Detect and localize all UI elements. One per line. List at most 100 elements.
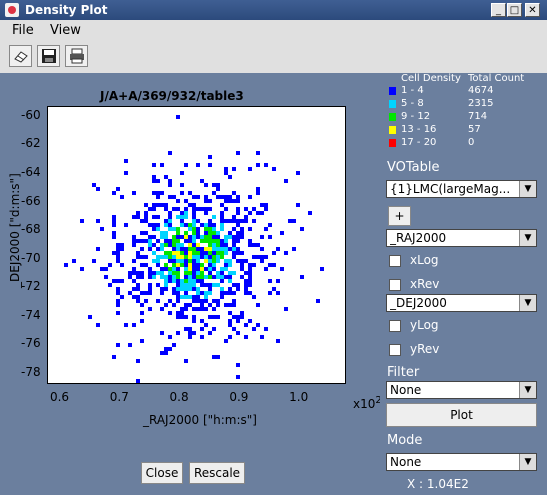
close-window-button[interactable]: ✕: [525, 3, 540, 17]
density-cell: [316, 299, 320, 303]
density-cell: [160, 191, 164, 195]
density-cell: [196, 279, 200, 283]
density-cell: [132, 259, 136, 263]
xlog-checkbox[interactable]: [389, 255, 401, 267]
density-cell: [212, 231, 216, 235]
save-button[interactable]: [37, 45, 60, 67]
density-cell: [180, 235, 184, 239]
density-cell: [256, 191, 260, 195]
density-cell: [188, 295, 192, 299]
density-cell: [180, 279, 184, 283]
density-cell: [188, 267, 192, 271]
density-cell: [152, 227, 156, 231]
density-cell: [168, 211, 172, 215]
density-cell: [228, 311, 232, 315]
density-cell: [188, 227, 192, 231]
density-cell: [252, 295, 256, 299]
density-cell: [200, 251, 204, 255]
xrev-checkbox[interactable]: [389, 279, 401, 291]
density-cell: [208, 275, 212, 279]
close-button[interactable]: Close: [141, 462, 183, 484]
density-cell: [216, 275, 220, 279]
density-cell: [212, 267, 216, 271]
print-button[interactable]: [65, 45, 88, 67]
density-cell: [232, 251, 236, 255]
legend-count: 4674: [468, 85, 494, 96]
density-cell: [176, 215, 180, 219]
density-cell: [212, 243, 216, 247]
density-cell: [176, 291, 180, 295]
density-cell: [192, 211, 196, 215]
density-cell: [224, 339, 228, 343]
density-cell: [152, 251, 156, 255]
density-cell: [212, 215, 216, 219]
y-tick-label: -78: [21, 364, 41, 379]
legend-range: 9 - 12: [401, 111, 431, 122]
density-cell: [200, 239, 204, 243]
density-cell: [208, 243, 212, 247]
minimize-button[interactable]: _: [491, 3, 506, 17]
density-cell: [268, 291, 272, 295]
density-cell: [80, 219, 84, 223]
density-cell: [140, 231, 144, 235]
density-cell: [216, 271, 220, 275]
density-cell: [172, 275, 176, 279]
density-cell: [208, 267, 212, 271]
add-button[interactable]: +: [388, 206, 411, 226]
density-cell: [100, 227, 104, 231]
density-cell: [108, 263, 112, 267]
density-cell: [184, 287, 188, 291]
density-cell: [200, 223, 204, 227]
x-column-select[interactable]: _RAJ2000 ▼: [386, 229, 537, 247]
density-cell: [128, 291, 132, 295]
y-column-select[interactable]: _DEJ2000 ▼: [386, 294, 537, 312]
density-cell: [156, 203, 160, 207]
density-cell: [124, 323, 128, 327]
legend-range: 5 - 8: [401, 98, 424, 109]
density-cell: [216, 247, 220, 251]
density-cell: [208, 287, 212, 291]
density-cell: [208, 227, 212, 231]
legend-range: 13 - 16: [401, 124, 437, 135]
density-cell: [212, 283, 216, 287]
maximize-button[interactable]: □: [507, 3, 522, 17]
density-cell: [172, 279, 176, 283]
ylog-checkbox[interactable]: [389, 320, 401, 332]
density-cell: [132, 323, 136, 327]
votable-select[interactable]: {1}LMC(largeMag... ▼: [386, 180, 537, 198]
density-cell: [168, 195, 172, 199]
density-cell: [192, 315, 196, 319]
density-cell: [228, 195, 232, 199]
density-cell: [252, 219, 256, 223]
mode-select[interactable]: None ▼: [386, 453, 537, 471]
plot-button[interactable]: Plot: [386, 403, 537, 427]
density-cell: [168, 243, 172, 247]
density-cell: [188, 243, 192, 247]
density-cell: [140, 311, 144, 315]
x-tick-label: 0.6: [49, 390, 70, 404]
plot-area[interactable]: [47, 106, 346, 384]
density-cell: [156, 227, 160, 231]
density-cell: [176, 243, 180, 247]
density-cell: [248, 195, 252, 199]
density-cell: [136, 283, 140, 287]
density-cell: [172, 235, 176, 239]
density-cell: [152, 235, 156, 239]
menu-view[interactable]: View: [50, 23, 81, 38]
rescale-button[interactable]: Rescale: [189, 462, 245, 484]
density-cell: [180, 219, 184, 223]
density-cell: [112, 279, 116, 283]
title-bar: Density Plot _ □ ✕: [0, 0, 547, 20]
density-cell: [228, 175, 232, 179]
density-cell: [272, 287, 276, 291]
yrev-checkbox[interactable]: [389, 344, 401, 356]
density-cell: [132, 287, 136, 291]
density-cell: [224, 219, 228, 223]
density-cell: [116, 303, 120, 307]
density-cell: [220, 267, 224, 271]
menu-file[interactable]: File: [12, 23, 34, 38]
density-cell: [164, 275, 168, 279]
menu-bar: File View: [0, 20, 547, 41]
filter-select[interactable]: None ▼: [386, 381, 537, 399]
clear-button[interactable]: [9, 45, 32, 67]
